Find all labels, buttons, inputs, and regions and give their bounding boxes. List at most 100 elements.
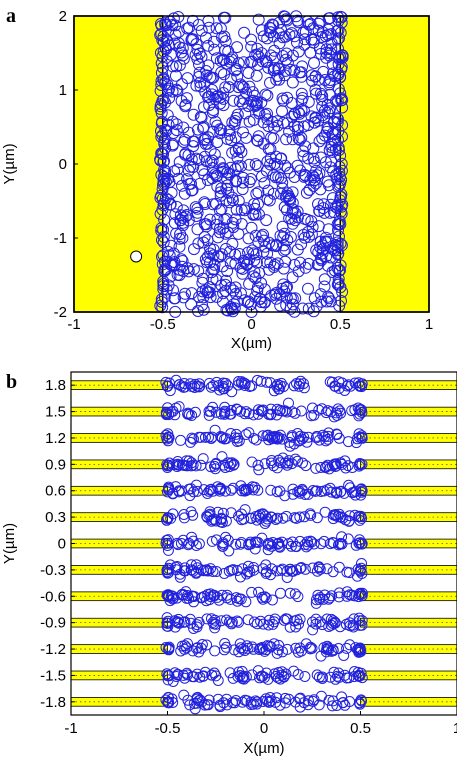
data-point xyxy=(305,47,316,58)
data-point-outlier xyxy=(131,251,142,262)
y-tick-label: -1 xyxy=(54,230,67,247)
y-tick-label: 0.3 xyxy=(45,509,66,526)
data-point xyxy=(316,539,326,549)
data-point xyxy=(276,588,286,598)
x-tick-label: 1 xyxy=(425,316,433,333)
data-point xyxy=(343,534,353,544)
y-axis-label-a: Y(µm) xyxy=(1,143,18,184)
data-point xyxy=(234,96,245,107)
data-point xyxy=(274,38,285,49)
data-point xyxy=(303,283,314,294)
x-tick-label: -0.5 xyxy=(155,720,181,737)
data-point xyxy=(198,454,208,464)
y-axis-label-b: Y(µm) xyxy=(1,523,18,564)
data-point xyxy=(186,185,197,196)
data-point xyxy=(287,77,298,88)
data-point xyxy=(301,187,312,198)
x-tick-label: 0.5 xyxy=(350,720,371,737)
y-tick-label: 0 xyxy=(58,536,66,553)
data-point xyxy=(338,698,348,708)
y-tick-label: -1.2 xyxy=(40,641,66,658)
data-point xyxy=(170,293,181,304)
data-point xyxy=(231,696,241,706)
data-point xyxy=(232,42,243,53)
data-point xyxy=(219,645,229,655)
data-point xyxy=(308,625,318,635)
y-tick-label: -2 xyxy=(54,304,67,321)
data-point xyxy=(191,480,201,490)
y-tick-label: 2 xyxy=(59,8,67,25)
electrode-region-right xyxy=(340,16,429,312)
y-tick-label: 1.2 xyxy=(45,430,66,447)
y-tick-label: 0.6 xyxy=(45,483,66,500)
x-tick-label: -1 xyxy=(67,316,80,333)
panel-b: b -1 -0.5 0 0.5 1 1.8 1.5 1.2 0.9 0.6 0.3 0 -0.3 -0.… xyxy=(1,371,457,757)
data-point xyxy=(241,430,251,440)
panel-a-label: a xyxy=(6,5,16,27)
y-tick-label: -1.8 xyxy=(40,694,66,711)
data-point xyxy=(195,111,206,122)
y-tick-label: -0.3 xyxy=(40,562,66,579)
data-point xyxy=(320,507,330,517)
data-point xyxy=(275,300,286,311)
data-point xyxy=(287,272,298,283)
x-axis-label-a: X(µm) xyxy=(231,335,272,352)
y-tick-label: 1.8 xyxy=(45,377,66,394)
x-tick-label: -1 xyxy=(64,720,77,737)
x-tick-label: 0 xyxy=(247,316,255,333)
data-point xyxy=(281,134,292,145)
data-point xyxy=(265,77,276,88)
x-tick-label: -0.5 xyxy=(150,316,176,333)
data-point xyxy=(280,256,291,267)
data-point xyxy=(203,15,214,26)
data-point xyxy=(209,668,219,678)
data-point xyxy=(248,115,259,126)
data-point xyxy=(239,27,250,38)
data-point xyxy=(176,435,186,445)
x-tick-label: 1 xyxy=(453,720,457,737)
data-point xyxy=(243,615,253,625)
data-point xyxy=(309,58,320,69)
data-point xyxy=(244,159,255,170)
data-point xyxy=(266,485,276,495)
data-point xyxy=(228,285,239,296)
y-tick-label: 1 xyxy=(59,82,67,99)
data-point xyxy=(300,672,310,682)
data-point xyxy=(233,161,244,172)
x-axis-label-b: X(µm) xyxy=(243,740,284,757)
data-point xyxy=(308,143,319,154)
data-point xyxy=(240,505,250,515)
y-tick-label: -1.5 xyxy=(40,667,66,684)
y-tick-label: 0 xyxy=(59,156,67,173)
electrode-region-left xyxy=(74,16,163,312)
panel-b-label: b xyxy=(6,371,17,393)
data-point xyxy=(303,97,314,108)
y-tick-label: -0.9 xyxy=(40,615,66,632)
data-point xyxy=(291,622,301,632)
data-point xyxy=(337,532,347,542)
data-point xyxy=(282,163,293,174)
data-point xyxy=(222,134,233,145)
data-point xyxy=(277,106,288,117)
data-point xyxy=(168,248,179,259)
data-point xyxy=(210,646,220,656)
data-point xyxy=(171,201,182,212)
data-point xyxy=(243,233,254,244)
electrode-stripes-b xyxy=(71,381,457,706)
y-tick-label: -0.6 xyxy=(40,588,66,605)
data-point xyxy=(309,293,320,304)
data-point xyxy=(261,215,272,226)
data-point xyxy=(208,105,219,116)
data-point xyxy=(296,406,306,416)
data-point xyxy=(249,617,259,627)
x-tick-label: 0.5 xyxy=(330,316,351,333)
scatter-points-b xyxy=(161,375,368,714)
x-tick-label: 0 xyxy=(260,720,268,737)
y-tick-label: 0.9 xyxy=(45,456,66,473)
data-point xyxy=(246,34,257,45)
data-point xyxy=(306,229,317,240)
y-tick-label: 1.5 xyxy=(45,404,66,421)
y-ticks-b: 1.8 1.5 1.2 0.9 0.6 0.3 0 -0.3 -0.6 -0.9 -1.2 -1.5 -… xyxy=(40,377,75,711)
data-point xyxy=(232,109,243,120)
